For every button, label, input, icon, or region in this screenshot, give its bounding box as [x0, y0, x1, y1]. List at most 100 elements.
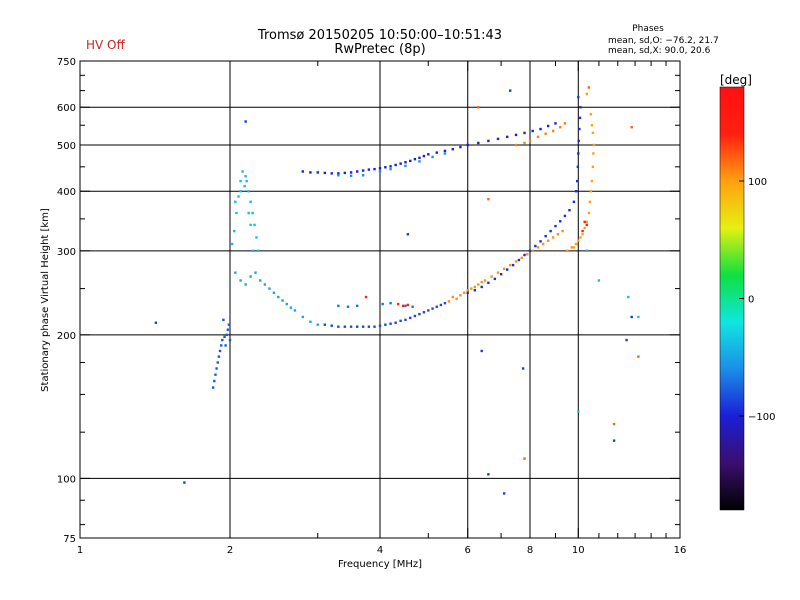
data-point [389, 322, 392, 325]
data-point [466, 289, 469, 292]
x-tick-label: 10 [572, 545, 585, 556]
data-point [355, 304, 359, 308]
data-point [247, 211, 250, 215]
data-point [589, 190, 593, 193]
data-point [301, 170, 305, 173]
data-point [536, 135, 540, 139]
data-point [394, 163, 397, 167]
data-point [523, 131, 526, 135]
data-point [490, 275, 493, 278]
data-point [502, 492, 506, 495]
data-point [583, 220, 586, 224]
data-point [443, 301, 447, 305]
data-point [389, 165, 392, 168]
data-point [587, 211, 591, 215]
data-point [154, 321, 158, 324]
data-point [577, 239, 580, 242]
data-point [241, 170, 244, 173]
data-point [493, 277, 497, 281]
data-point [592, 143, 596, 147]
y-tick-label: 100 [57, 474, 76, 485]
y-tick-label: 750 [57, 57, 76, 68]
data-point [330, 324, 333, 327]
data-point [409, 159, 412, 163]
data-point [572, 200, 576, 204]
data-point [588, 200, 592, 204]
data-point [301, 315, 305, 319]
data-point [637, 315, 640, 319]
data-point [556, 233, 560, 236]
data-point [528, 139, 532, 143]
data-point [505, 135, 509, 139]
data-point [487, 281, 490, 285]
data-point [323, 323, 327, 326]
data-point [239, 179, 242, 183]
data-point [549, 229, 552, 233]
data-point [577, 139, 580, 143]
data-point [413, 314, 417, 318]
data-point [496, 271, 500, 274]
data-point [249, 200, 252, 204]
x-tick-label: 4 [377, 545, 383, 556]
chart-subtitle: RwPretec (8p) [334, 42, 425, 57]
data-point [511, 263, 515, 267]
data-point [585, 223, 588, 227]
data-point [228, 338, 232, 342]
data-point [627, 295, 630, 299]
data-point [539, 127, 542, 131]
data-point [487, 197, 490, 201]
data-point [514, 143, 518, 147]
data-point [496, 137, 500, 141]
colorbar-tick-label: −100 [748, 412, 775, 423]
data-point [237, 195, 240, 198]
data-point [487, 139, 490, 143]
data-point [234, 200, 237, 204]
data-point [394, 321, 397, 324]
data-point [591, 165, 595, 169]
data-point [268, 287, 271, 290]
data-point [244, 283, 247, 286]
data-point [399, 162, 402, 165]
status-label: HV Off [86, 38, 125, 52]
data-point [323, 171, 327, 175]
data-point [597, 279, 601, 282]
data-point [214, 373, 217, 376]
data-point [330, 172, 333, 175]
data-point [409, 316, 412, 320]
data-point [361, 325, 365, 328]
data-point [349, 171, 353, 174]
data-point [364, 295, 368, 299]
data-point [574, 242, 578, 246]
plot-area [79, 60, 681, 538]
data-point [581, 233, 584, 236]
data-point [592, 152, 595, 155]
data-point [435, 305, 438, 308]
data-point [422, 154, 426, 158]
data-point [251, 249, 254, 253]
data-point [316, 323, 319, 326]
data-point [587, 86, 591, 89]
colorbar-label: [deg] [720, 73, 752, 87]
data-point [226, 328, 230, 331]
colorbar: [deg] 100 0 −100 [719, 73, 775, 511]
x-tick-label: 6 [465, 545, 471, 556]
data-point [612, 422, 616, 426]
stats-line-o: mean, sd,O: −76.2, 21.7 [608, 36, 719, 46]
data-point [477, 106, 480, 109]
data-point [349, 174, 353, 177]
data-point [480, 349, 483, 353]
data-point [406, 233, 410, 236]
data-point [361, 174, 365, 177]
data-point [213, 379, 216, 383]
data-point [367, 325, 371, 328]
data-point [499, 272, 503, 276]
data-point [378, 167, 382, 170]
data-point [272, 291, 276, 294]
data-point [257, 249, 260, 253]
data-point [590, 124, 594, 127]
data-point [399, 319, 402, 322]
data-point [455, 297, 458, 300]
data-point [523, 141, 526, 145]
data-point [404, 318, 407, 322]
data-point [413, 157, 417, 161]
